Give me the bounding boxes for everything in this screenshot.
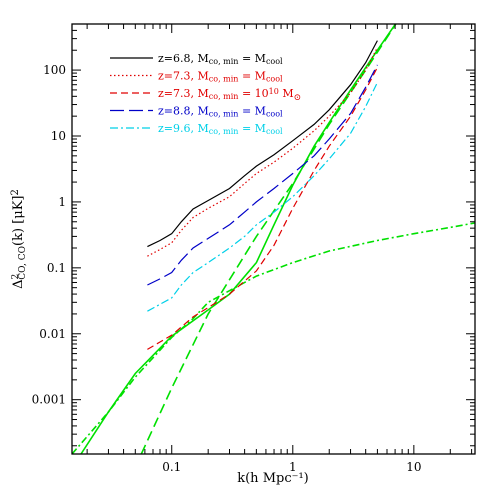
y-tick-label: 0.01 [39,327,66,341]
y-tick-label: 0.1 [47,261,66,275]
legend-entry: z=7.3, Mco, min = 1010 M⊙ [158,87,301,103]
axis-ticks: 0.1 1 10 0.001 0.01 0.1 1 10 100 [32,23,475,474]
green-dashed [140,24,397,454]
x-tick-label: 0.1 [162,460,181,474]
y-tick-label: 100 [43,63,66,77]
legend-entry: z=9.6, Mco, min = Mcool [158,122,283,136]
legend-entry: z=6.8, Mco, min = Mcool [158,52,283,66]
series-line-0 [147,40,378,248]
green-dashdot-flat [72,222,475,454]
y-tick-label: 0.001 [32,393,66,407]
y-tick-label: 1 [58,195,66,209]
legend-entry: z=7.3, Mco, min = Mcool [158,70,283,84]
plot-frame [71,23,476,455]
plot-curves [72,24,475,454]
x-axis-label: k(h Mpc⁻¹) [237,471,309,486]
series-line-2 [147,67,378,350]
x-tick-label: 1 [289,460,297,474]
green-solid-steep [80,24,397,454]
legend-entry: z=8.8, Mco, min = Mcool [158,105,283,119]
series-line-4 [147,82,378,312]
legend: z=6.8, Mco, min = Mcool z=7.3, Mco, min =… [110,52,301,136]
y-tick-label: 10 [51,129,66,143]
y-axis-label: Δ2CO, CO(k) [μK]2 [10,189,28,289]
x-tick-label: 10 [406,460,421,474]
series-line-3 [147,64,378,286]
